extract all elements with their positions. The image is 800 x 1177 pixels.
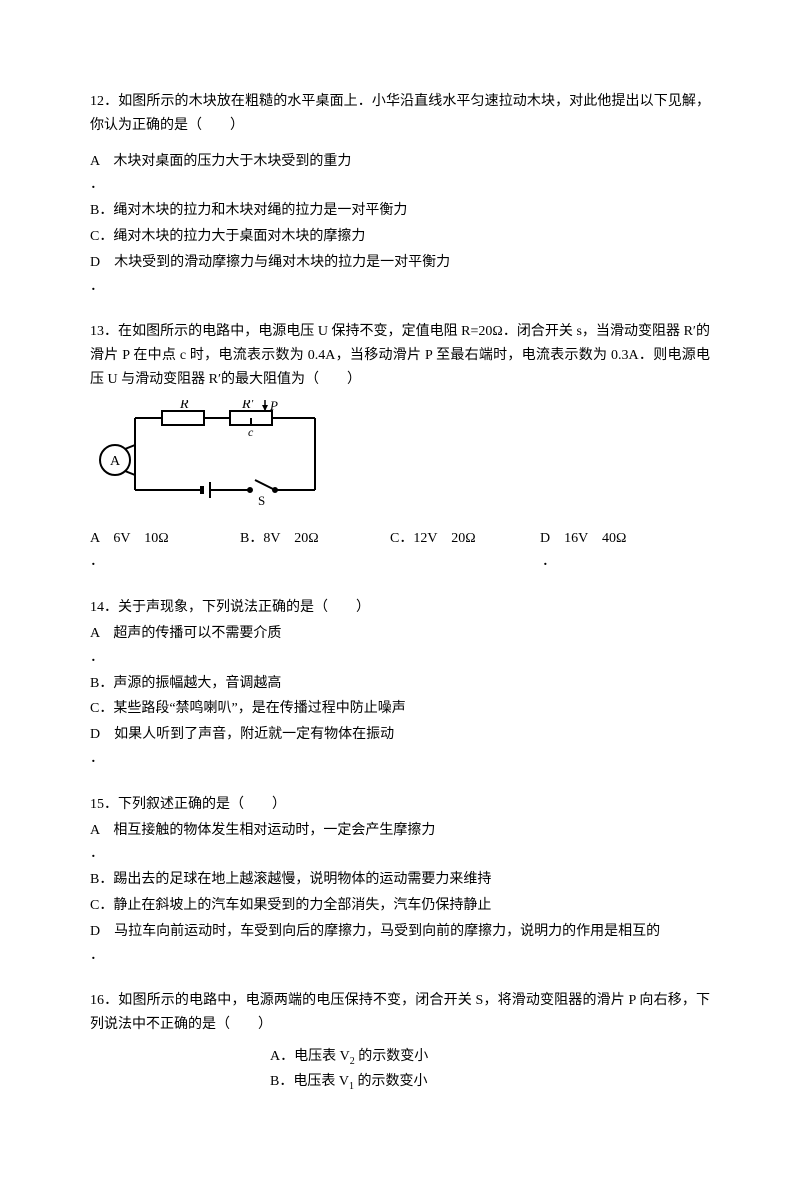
q15-text: 下列叙述正确的是（ ） (118, 797, 286, 812)
q16-b-pre: B．电压表 V (270, 1074, 349, 1089)
label-S: S (258, 493, 265, 508)
document-page: 12．如图所示的木块放在粗糙的水平桌面上．小华沿直线水平匀速拉动木块，对此他提出… (0, 0, 800, 1177)
q14-text: 关于声现象，下列说法正确的是（ ） (118, 600, 370, 615)
q12-option-b: B．绳对木块的拉力和木块对绳的拉力是一对平衡力 (90, 199, 710, 223)
q15-stem: 15．下列叙述正确的是（ ） (90, 793, 710, 817)
q16-stem: 16．如图所示的电路中，电源两端的电压保持不变，闭合开关 S，将滑动变阻器的滑片… (90, 989, 710, 1037)
q14-number: 14． (90, 600, 118, 615)
question-13: 13．在如图所示的电路中，电源电压 U 保持不变，定值电阻 R=20Ω．闭合开关… (90, 320, 710, 574)
q15-number: 15． (90, 797, 118, 812)
q15-d-lead: D (90, 924, 100, 939)
q14-d-dot: ． (90, 751, 104, 766)
q13-dots: ．． (90, 550, 710, 574)
q14-option-b: B．声源的振幅越大，音调越高 (90, 672, 710, 696)
q15-option-b: B．踢出去的足球在地上越滚越慢，说明物体的运动需要力来维持 (90, 868, 710, 892)
label-R: R (179, 400, 189, 412)
label-A: A (110, 454, 121, 469)
q14-a-lead: A (90, 626, 99, 641)
q15-d-dot: ． (90, 948, 104, 963)
q13-a-lead: A (90, 531, 99, 546)
q16-text: 如图所示的电路中，电源两端的电压保持不变，闭合开关 S，将滑动变阻器的滑片 P … (90, 993, 710, 1032)
q12-a-dot: ． (90, 177, 104, 192)
q15-a-dot: ． (90, 846, 104, 861)
q14-option-d: D 如果人听到了声音，附近就一定有物体在振动 ． (90, 723, 710, 771)
q16-b-post: 的示数变小 (354, 1074, 428, 1089)
q13-text: 在如图所示的电路中，电源电压 U 保持不变，定值电阻 R=20Ω．闭合开关 s，… (90, 324, 710, 387)
q15-option-c: C．静止在斜坡上的汽车如果受到的力全部消失，汽车仍保持静止 (90, 894, 710, 918)
q15-d-text: 马拉车向前运动时，车受到向后的摩擦力，马受到向前的摩擦力，说明力的作用是相互的 (114, 924, 660, 939)
q12-option-d: D 木块受到的滑动摩擦力与绳对木块的拉力是一对平衡力 ． (90, 251, 710, 299)
q14-option-a: A 超声的传播可以不需要介质 ． (90, 622, 710, 670)
q12-number: 12． (90, 94, 118, 109)
q15-a-text: 相互接触的物体发生相对运动时，一定会产生摩擦力 (113, 823, 435, 838)
circuit-svg: R R′ P c A S (90, 400, 340, 510)
question-12: 12．如图所示的木块放在粗糙的水平桌面上．小华沿直线水平匀速拉动木块，对此他提出… (90, 90, 710, 298)
q14-d-lead: D (90, 727, 100, 742)
q12-d-text: 木块受到的滑动摩擦力与绳对木块的拉力是一对平衡力 (114, 255, 450, 270)
q12-a-lead: A (90, 154, 99, 169)
q16-number: 16． (90, 993, 118, 1008)
question-14: 14．关于声现象，下列说法正确的是（ ） A 超声的传播可以不需要介质 ． B．… (90, 596, 710, 771)
q13-option-a: A 6V 10Ω (90, 527, 240, 551)
q14-a-text: 超声的传播可以不需要介质 (113, 626, 281, 641)
q14-option-c: C．某些路段“禁鸣喇叭”，是在传播过程中防止噪声 (90, 697, 710, 721)
question-16: 16．如图所示的电路中，电源两端的电压保持不变，闭合开关 S，将滑动变阻器的滑片… (90, 989, 710, 1094)
q16-option-a: A．电压表 V2 的示数变小 (270, 1045, 710, 1070)
q13-options: A 6V 10Ω B．8V 20Ω C．12V 20Ω D 16V 40Ω (90, 527, 710, 551)
circuit-diagram: R R′ P c A S (90, 400, 710, 519)
q15-a-lead: A (90, 823, 99, 838)
q13-number: 13． (90, 324, 118, 339)
label-P: P (269, 400, 278, 413)
label-c: c (248, 425, 254, 439)
q13-option-b: B．8V 20Ω (240, 527, 390, 551)
q16-option-b: B．电压表 V1 的示数变小 (270, 1070, 710, 1095)
q13-a-text: 6V 10Ω (113, 531, 168, 546)
q12-stem: 12．如图所示的木块放在粗糙的水平桌面上．小华沿直线水平匀速拉动木块，对此他提出… (90, 90, 710, 138)
q14-a-dot: ． (90, 650, 104, 665)
q15-option-d: D 马拉车向前运动时，车受到向后的摩擦力，马受到向前的摩擦力，说明力的作用是相互… (90, 920, 710, 968)
q14-d-text: 如果人听到了声音，附近就一定有物体在振动 (114, 727, 394, 742)
q16-a-pre: A．电压表 V (270, 1049, 350, 1064)
q13-a-dot: ． (90, 554, 104, 569)
q13-stem: 13．在如图所示的电路中，电源电压 U 保持不变，定值电阻 R=20Ω．闭合开关… (90, 320, 710, 391)
q13-d-dot: ． (542, 554, 556, 569)
q13-d-lead: D (540, 531, 550, 546)
q12-option-c: C．绳对木块的拉力大于桌面对木块的摩擦力 (90, 225, 710, 249)
q12-option-a: A 木块对桌面的压力大于木块受到的重力 ． (90, 150, 710, 198)
q16-options: A．电压表 V2 的示数变小 B．电压表 V1 的示数变小 (270, 1045, 710, 1095)
q12-text: 如图所示的木块放在粗糙的水平桌面上．小华沿直线水平匀速拉动木块，对此他提出以下见… (90, 94, 710, 133)
q16-a-post: 的示数变小 (355, 1049, 429, 1064)
q12-d-dot: ． (90, 279, 104, 294)
q12-d-lead: D (90, 255, 100, 270)
q12-a-text: 木块对桌面的压力大于木块受到的重力 (113, 154, 351, 169)
label-Rp: R′ (241, 400, 255, 412)
q13-option-d: D 16V 40Ω (540, 527, 690, 551)
q14-stem: 14．关于声现象，下列说法正确的是（ ） (90, 596, 710, 620)
q13-option-c: C．12V 20Ω (390, 527, 540, 551)
question-15: 15．下列叙述正确的是（ ） A 相互接触的物体发生相对运动时，一定会产生摩擦力… (90, 793, 710, 968)
q13-d-text: 16V 40Ω (564, 531, 626, 546)
q15-option-a: A 相互接触的物体发生相对运动时，一定会产生摩擦力 ． (90, 819, 710, 867)
